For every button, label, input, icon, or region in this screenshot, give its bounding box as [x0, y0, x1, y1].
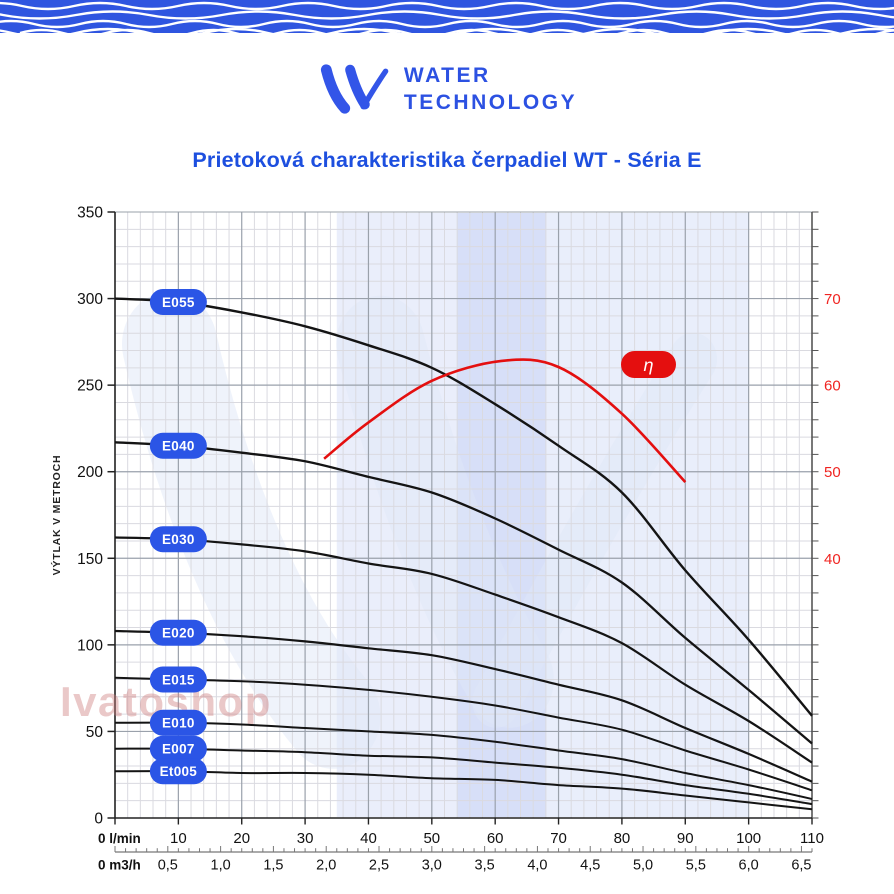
curve-E055 [114, 297, 813, 717]
pump-label-E020: E020 [149, 619, 207, 646]
pump-label-text-E020: E020 [162, 626, 195, 641]
y-left-tick-label-100: 100 [77, 637, 103, 654]
x-m3h-label-12: 6,5 [791, 858, 811, 874]
y-left-tick-label-250: 250 [77, 378, 103, 395]
water-technology-logo-mark [320, 64, 389, 114]
x-lmin-label-10: 10 [170, 830, 187, 847]
curve-E015 [114, 676, 813, 792]
x-unit-lmin: 0 l/min [98, 831, 141, 846]
x-m3h-label-7: 4,0 [527, 858, 547, 874]
pump-label-E015: E015 [149, 666, 207, 693]
pump-label-text-E007: E007 [162, 742, 195, 757]
x-m3h-label-8: 4,5 [580, 858, 600, 874]
wave-line-0 [0, 1, 894, 11]
curve-E007 [114, 747, 813, 806]
x-lmin-label-80: 80 [614, 830, 631, 847]
pump-label-pill-E040 [149, 432, 207, 459]
curve-E020 [114, 629, 813, 783]
y-left-tick-label-0: 0 [94, 811, 103, 828]
x-m3h-label-4: 2,5 [369, 858, 389, 874]
x-unit-m3h: 0 m3/h [98, 858, 141, 873]
y-left-tick-label-300: 300 [77, 291, 103, 308]
pump-label-Et005: Et005 [149, 758, 207, 785]
y-right-tick-label-40: 40 [824, 551, 841, 568]
brand-name: WATER TECHNOLOGY [404, 62, 577, 117]
x-lmin-label-40: 40 [360, 830, 377, 847]
pump-label-text-E055: E055 [162, 295, 195, 310]
pump-label-E055: E055 [149, 289, 207, 316]
pump-label-pill-E007 [149, 735, 207, 762]
x-lmin-label-20: 20 [233, 830, 250, 847]
curve-E030 [114, 536, 813, 764]
x-lmin-label-50: 50 [423, 830, 440, 847]
x-axis-ruler [114, 846, 813, 853]
pump-label-text-E010: E010 [162, 716, 195, 731]
pump-label-pill-E030 [149, 526, 207, 553]
x-m3h-label-0: 0,5 [158, 858, 178, 874]
y-right-tick-label-70: 70 [824, 291, 841, 308]
x-lmin-label-90: 90 [677, 830, 694, 847]
curve-efficiency [323, 358, 687, 483]
grid-minor [115, 212, 812, 818]
x-lmin-label-60: 60 [487, 830, 504, 847]
header-wave-band [0, 0, 894, 46]
curve-E010 [114, 721, 813, 800]
y-axis-left-ticks: 350 300 250 200 150 100 50 0 [77, 205, 115, 828]
x-m3h-label-3: 2,0 [316, 858, 336, 874]
efficiency-label: η [621, 351, 676, 378]
x-m3h-label-10: 5,5 [686, 858, 706, 874]
y-right-tick-label-50: 50 [824, 464, 841, 481]
header-wave-graphic [0, 0, 894, 39]
curve-Et005 [114, 770, 813, 811]
x-m3h-label-6: 3,5 [475, 858, 495, 874]
water-technology-logo: WATER TECHNOLOGY [0, 56, 894, 122]
x-m3h-label-1: 1,0 [211, 858, 231, 874]
x-lmin-label-100: 100 [736, 830, 761, 847]
y-left-tick-label-50: 50 [86, 724, 104, 741]
pump-label-text-Et005: Et005 [160, 764, 198, 779]
pump-label-E007: E007 [149, 735, 207, 762]
brand-name-line1: WATER [403, 63, 491, 87]
wave-line-4 [19, 28, 894, 38]
curve-E040 [114, 441, 813, 745]
pump-label-pill-E010 [149, 709, 207, 736]
pump-label-pill-E055 [149, 289, 207, 316]
x-m3h-label-9: 5,0 [633, 858, 653, 874]
pump-label-pill-Et005 [149, 758, 207, 785]
pump-label-text-E015: E015 [162, 672, 195, 687]
pump-label-E010: E010 [149, 709, 207, 736]
pump-label-text-E040: E040 [162, 439, 195, 454]
x-lmin-label-30: 30 [297, 830, 314, 847]
x-m3h-label-5: 3,0 [422, 858, 442, 874]
y-left-tick-label-350: 350 [77, 205, 103, 222]
y-left-tick-label-200: 200 [77, 464, 103, 481]
x-axis-m3h: 0 m3/h 0,5 1,0 1,5 2,0 2,5 3,0 3,5 4,0 4,5 5,0 5,5 6… [98, 858, 812, 874]
y-axis-title: VÝTLAK V METROCH [50, 455, 63, 576]
page-title: Prietoková charakteristika čerpadiel WT … [192, 148, 702, 172]
pump-label-text-E030: E030 [162, 532, 195, 547]
y-axis-right-ticks: 70 60 50 40 [812, 211, 841, 819]
pump-label-pill-E020 [149, 619, 207, 646]
x-axis-lmin: 0 l/min 10 20 30 40 50 60 70 80 90 100 110 [98, 818, 824, 847]
pump-label-pill-E015 [149, 666, 207, 693]
wave-line-2 [0, 19, 894, 29]
x-lmin-label-70: 70 [550, 830, 567, 847]
efficiency-label-pill [621, 351, 676, 378]
efficiency-label-text: η [644, 355, 654, 375]
pump-label-E030: E030 [149, 526, 207, 553]
y-right-tick-label-60: 60 [824, 378, 841, 395]
x-m3h-label-11: 6,0 [739, 858, 759, 874]
y-left-tick-label-150: 150 [77, 551, 103, 568]
x-lmin-label-110: 110 [800, 830, 824, 847]
brand-name-line2: TECHNOLOGY [403, 91, 578, 114]
wave-line-1 [0, 10, 894, 20]
x-m3h-label-2: 1,5 [263, 858, 283, 874]
pump-label-E040: E040 [149, 432, 207, 459]
